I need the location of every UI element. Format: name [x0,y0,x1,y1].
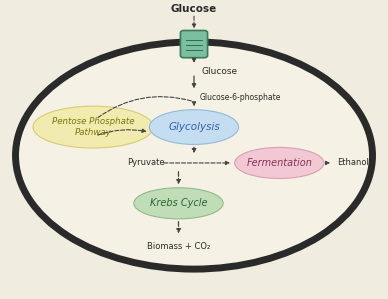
Text: Glucose: Glucose [171,4,217,14]
Text: Glucose-6-phosphate: Glucose-6-phosphate [200,93,281,102]
Ellipse shape [235,147,324,179]
Text: Glycolysis: Glycolysis [168,122,220,132]
Text: Biomass + CO₂: Biomass + CO₂ [147,242,210,251]
Ellipse shape [33,106,153,148]
FancyArrowPatch shape [97,97,191,118]
Ellipse shape [16,42,372,269]
Text: Glucose: Glucose [202,67,238,76]
Text: Pyruvate: Pyruvate [127,158,164,167]
Text: Krebs Cycle: Krebs Cycle [150,198,207,208]
FancyBboxPatch shape [180,30,208,58]
Ellipse shape [149,110,239,144]
FancyArrowPatch shape [98,129,146,135]
Ellipse shape [134,188,223,219]
Text: Pentose Phosphate
Pathway: Pentose Phosphate Pathway [52,117,134,138]
Text: Ethanol: Ethanol [338,158,369,167]
Text: Fermentation: Fermentation [246,158,312,168]
